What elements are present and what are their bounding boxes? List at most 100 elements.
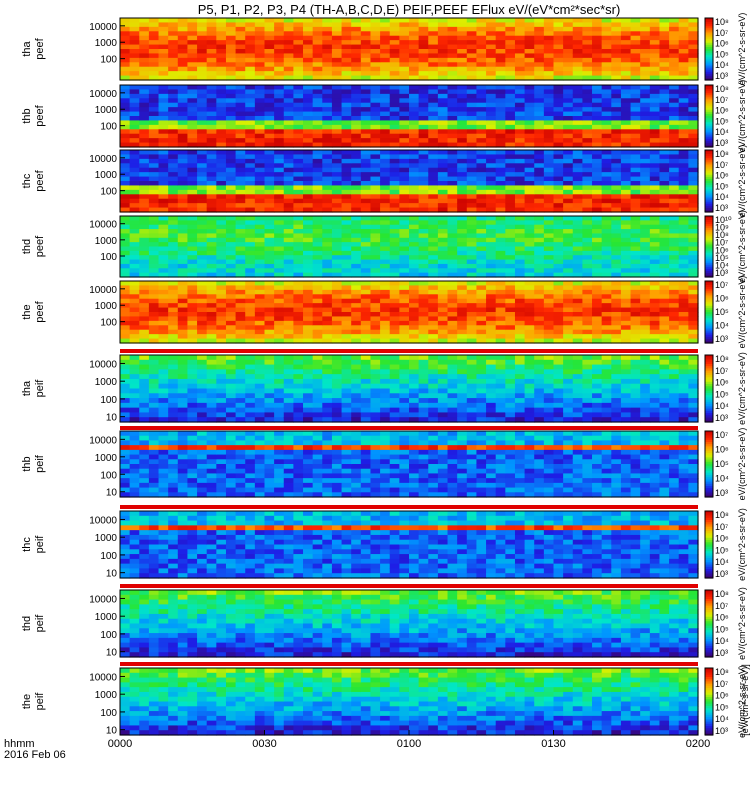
heatmap-cell [649,163,661,169]
heatmap-cell [380,263,391,269]
heatmap-cell [139,102,150,108]
heatmap-cell [572,89,583,95]
heatmap-cell [380,207,391,213]
heatmap-cell [129,242,140,248]
heatmap-cell [428,417,439,423]
colorbar-segment [705,318,713,321]
heatmap-cell [235,259,246,265]
heatmap-cell [524,329,535,335]
heatmap-cell [139,22,150,28]
heatmap-cell [620,133,632,139]
heatmap-cell [611,75,622,81]
heatmap-cell [592,224,603,230]
heatmap-cell [688,189,699,195]
heatmap-cell [486,124,497,130]
heatmap-cell [264,303,275,309]
heatmap-cell [274,53,285,59]
heatmap-cell [254,268,266,274]
heatmap-cell [129,259,140,265]
heatmap-cell [216,412,227,418]
heatmap-cell [148,31,160,37]
heatmap-cell [447,49,458,55]
heatmap-cell [293,31,304,37]
heatmap-cell [177,150,189,156]
heatmap-cell [505,338,516,344]
heatmap-cell [514,185,526,191]
heatmap-cell [495,303,506,309]
heatmap-cell [534,57,545,63]
heatmap-cell [669,172,680,178]
heatmap-cell [139,85,150,91]
heatmap-cell [688,307,699,313]
heatmap-cell [139,66,150,72]
heatmap-cell [274,412,285,418]
heatmap-cell [592,129,603,135]
heatmap-cell [630,263,641,269]
heatmap-cell [582,53,593,59]
heatmap-cell [168,325,179,331]
heatmap-cell [341,71,352,77]
heatmap-cell [524,224,535,230]
heatmap-cell [428,53,439,59]
heatmap-cell [129,250,140,256]
heatmap-cell [592,246,603,252]
heatmap-cell [303,89,314,95]
colorbar-segment [705,230,713,233]
heatmap-cell [303,325,314,331]
heatmap-cell [235,325,246,331]
heatmap-cell [409,40,420,46]
heatmap-cell [563,298,574,304]
heatmap-cell [620,216,632,221]
heatmap-cell [659,142,670,148]
heatmap-cell [437,224,449,230]
heatmap-cell [476,26,487,32]
heatmap-cell [322,154,333,160]
heatmap-cell [457,57,468,63]
heatmap-cell [592,281,603,287]
heatmap-cell [370,93,381,99]
heatmap-cell [486,176,497,182]
heatmap-cell [129,229,140,235]
heatmap-cell [592,272,603,278]
heatmap-cell [428,233,439,239]
heatmap-cell [322,26,333,32]
heatmap-cell [409,158,420,164]
heatmap-cell [360,237,372,243]
heatmap-cell [274,316,285,322]
heatmap-cell [380,316,391,322]
heatmap-cell [611,329,622,335]
heatmap-cell [129,107,140,113]
heatmap-cell [148,355,160,361]
heatmap-cell [553,176,564,182]
heatmap-cell [206,285,217,291]
heatmap-cell [245,133,256,139]
heatmap-cell [235,263,246,269]
heatmap-cell [476,402,487,409]
heatmap-cell [370,325,381,331]
heatmap-cell [437,154,449,160]
heatmap-cell [457,154,468,160]
heatmap-cell [563,129,574,135]
heatmap-cell [360,26,372,32]
heatmap-cell [640,163,651,169]
heatmap-cell [120,268,131,274]
heatmap-cell [120,194,131,200]
heatmap-cell [524,181,535,187]
heatmap-cell [457,407,468,414]
heatmap-cell [197,298,208,304]
heatmap-cell [649,181,661,187]
heatmap-cell [447,242,458,248]
heatmap-cell [572,154,583,160]
heatmap-cell [437,237,449,243]
heatmap-cell [582,49,593,55]
heatmap-cell [283,133,294,139]
heatmap-cell [168,355,179,361]
heatmap-cell [341,107,352,113]
heatmap-cell [274,89,285,95]
heatmap-cell [360,312,372,318]
heatmap-cell [630,98,641,104]
heatmap-cell [341,259,352,265]
heatmap-cell [505,154,516,160]
heatmap-cell [187,31,198,37]
heatmap-cell [351,268,362,274]
